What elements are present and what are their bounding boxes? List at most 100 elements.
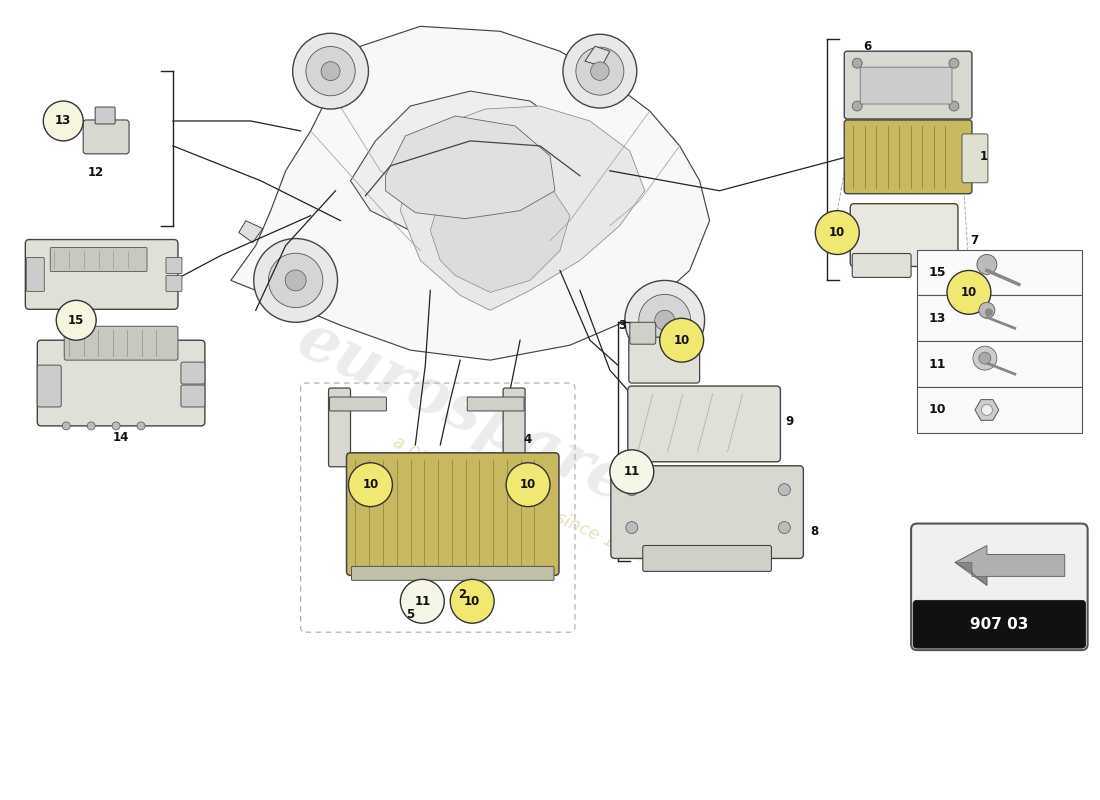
Circle shape [138, 422, 145, 430]
Circle shape [112, 422, 120, 430]
Text: 4: 4 [524, 434, 532, 446]
Circle shape [285, 270, 306, 291]
Polygon shape [231, 26, 710, 360]
Text: 6: 6 [864, 40, 871, 53]
FancyBboxPatch shape [845, 120, 972, 194]
Circle shape [43, 101, 84, 141]
Text: eurospares: eurospares [288, 309, 672, 531]
Circle shape [815, 210, 859, 254]
FancyBboxPatch shape [37, 365, 62, 407]
Text: 13: 13 [55, 114, 72, 127]
Circle shape [321, 62, 340, 81]
Text: 8: 8 [811, 525, 818, 538]
Circle shape [576, 47, 624, 95]
Text: 14: 14 [113, 431, 130, 444]
Circle shape [506, 462, 550, 506]
Circle shape [852, 58, 862, 68]
Text: 10: 10 [673, 334, 690, 346]
Bar [917, 250, 1081, 295]
Circle shape [981, 405, 992, 415]
FancyBboxPatch shape [51, 247, 147, 271]
Circle shape [306, 46, 355, 96]
Polygon shape [955, 546, 1065, 586]
Text: 11: 11 [930, 358, 946, 370]
Circle shape [979, 302, 994, 318]
Text: 12: 12 [88, 166, 104, 179]
Circle shape [609, 450, 653, 494]
Text: 10: 10 [930, 403, 946, 417]
Circle shape [400, 579, 444, 623]
FancyBboxPatch shape [913, 600, 1086, 648]
Polygon shape [955, 562, 987, 586]
Text: 3: 3 [618, 318, 626, 332]
Text: 11: 11 [624, 466, 640, 478]
FancyBboxPatch shape [330, 397, 386, 411]
Text: 9: 9 [785, 415, 793, 429]
Circle shape [949, 101, 959, 111]
Circle shape [293, 34, 368, 109]
Polygon shape [400, 106, 645, 310]
Text: 13: 13 [930, 312, 946, 325]
Polygon shape [430, 170, 570, 292]
Circle shape [654, 310, 674, 330]
Polygon shape [239, 221, 263, 242]
FancyBboxPatch shape [96, 107, 115, 124]
FancyBboxPatch shape [180, 362, 205, 384]
FancyBboxPatch shape [64, 326, 178, 360]
FancyBboxPatch shape [352, 566, 554, 580]
Circle shape [268, 254, 323, 308]
FancyBboxPatch shape [911, 523, 1088, 650]
Circle shape [852, 101, 862, 111]
Circle shape [563, 34, 637, 108]
FancyBboxPatch shape [628, 386, 780, 462]
Circle shape [639, 294, 691, 346]
FancyBboxPatch shape [468, 397, 524, 411]
Text: 7: 7 [970, 234, 978, 247]
FancyBboxPatch shape [84, 120, 129, 154]
FancyBboxPatch shape [962, 134, 988, 182]
Circle shape [660, 318, 704, 362]
Circle shape [626, 484, 638, 496]
Text: 15: 15 [68, 314, 85, 326]
FancyBboxPatch shape [610, 466, 803, 558]
Text: 15: 15 [930, 266, 946, 279]
FancyBboxPatch shape [850, 204, 958, 266]
FancyBboxPatch shape [630, 322, 656, 344]
FancyBboxPatch shape [26, 258, 44, 291]
Text: 907 03: 907 03 [970, 617, 1028, 632]
Text: 10: 10 [520, 478, 536, 491]
FancyBboxPatch shape [37, 340, 205, 426]
FancyBboxPatch shape [503, 388, 525, 466]
Circle shape [626, 522, 638, 534]
Circle shape [779, 484, 791, 496]
FancyBboxPatch shape [852, 254, 911, 278]
Text: 10: 10 [362, 478, 378, 491]
Circle shape [949, 58, 959, 68]
Circle shape [947, 270, 991, 314]
FancyBboxPatch shape [629, 338, 700, 383]
Bar [917, 295, 1081, 342]
Text: 11: 11 [415, 594, 430, 608]
Text: 10: 10 [960, 286, 977, 299]
Text: 10: 10 [464, 594, 481, 608]
Circle shape [87, 422, 96, 430]
Polygon shape [975, 400, 999, 420]
Polygon shape [351, 91, 590, 235]
Text: 2: 2 [459, 588, 466, 601]
FancyBboxPatch shape [25, 239, 178, 310]
Circle shape [450, 579, 494, 623]
Circle shape [63, 422, 70, 430]
FancyBboxPatch shape [166, 275, 182, 291]
Text: a passion for parts, since 1974: a passion for parts, since 1974 [390, 433, 650, 566]
Polygon shape [585, 46, 609, 66]
Circle shape [984, 308, 993, 316]
Text: 5: 5 [406, 608, 415, 621]
FancyBboxPatch shape [180, 385, 205, 407]
FancyBboxPatch shape [642, 546, 771, 571]
Circle shape [625, 281, 705, 360]
Circle shape [254, 238, 338, 322]
Circle shape [56, 300, 96, 340]
FancyBboxPatch shape [845, 51, 972, 119]
Circle shape [779, 522, 791, 534]
Circle shape [979, 352, 991, 364]
